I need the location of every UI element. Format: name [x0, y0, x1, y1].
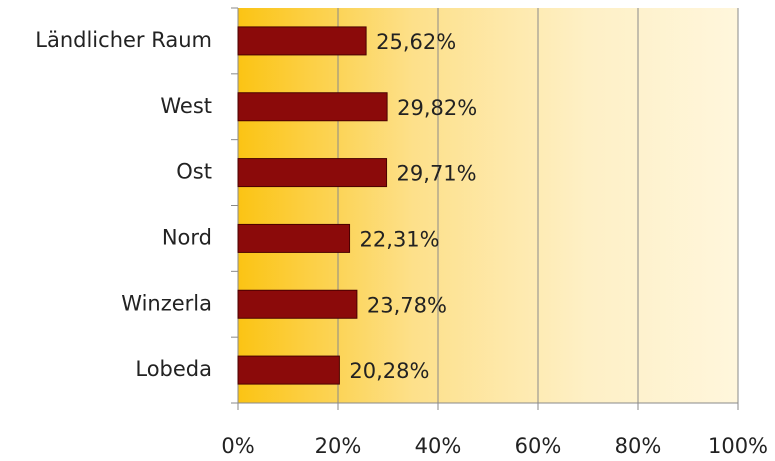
bar	[237, 355, 340, 385]
x-tick-label: 0%	[221, 434, 254, 458]
y-tick-label: Lobeda	[135, 357, 212, 381]
y-tick-label: Ost	[176, 160, 212, 184]
x-tick-label: 20%	[315, 434, 362, 458]
bar	[237, 289, 358, 319]
data-label: 22,31%	[360, 227, 440, 251]
x-tick-label: 60%	[515, 434, 562, 458]
data-label: 20,28%	[349, 359, 429, 383]
x-tick-label: 80%	[615, 434, 662, 458]
bar	[237, 223, 351, 253]
x-tick-label: 40%	[415, 434, 462, 458]
bar	[237, 26, 367, 56]
data-label: 25,62%	[376, 30, 456, 54]
x-tick-label: 100%	[708, 434, 768, 458]
bar	[237, 92, 388, 122]
data-label: 23,78%	[367, 293, 447, 317]
bar	[237, 158, 388, 188]
plot-area	[238, 8, 738, 403]
y-tick-label: Nord	[162, 225, 212, 249]
y-tick-label: West	[160, 94, 212, 118]
data-label: 29,82%	[397, 96, 477, 120]
data-label: 29,71%	[397, 162, 477, 186]
y-tick-label: Ländlicher Raum	[35, 28, 212, 52]
y-tick-label: Winzerla	[121, 291, 212, 315]
